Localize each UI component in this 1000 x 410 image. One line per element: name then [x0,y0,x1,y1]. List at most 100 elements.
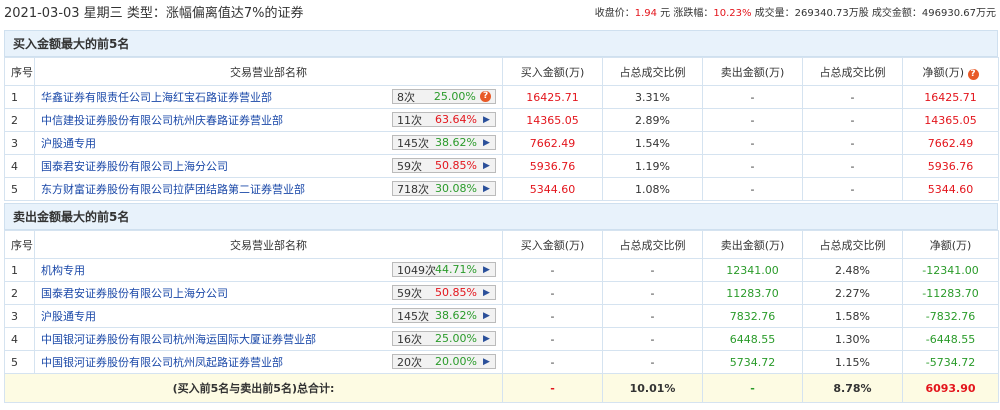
sell-pct: 2.48% [802,258,903,282]
arrow-right-icon[interactable]: ▶ [483,287,490,298]
column-header: 占总成交比例 [602,230,703,259]
amount: 成交金额：496930.67万元 [871,7,996,19]
broker-stats-badge[interactable]: 16次 25.00% ▶ [392,331,496,346]
column-header: 净额(万) ? [902,57,999,86]
help-icon[interactable]: ? [967,68,979,80]
broker-link[interactable]: 东方财富证券股份有限公司拉萨团结路第二证券营业部 [41,183,305,196]
buy-pct: - [602,327,703,351]
sell-pct: - [802,154,903,178]
table-row: 5 中国银河证券股份有限公司杭州凤起路证券营业部 20次 20.00% ▶ - -5734.… [4,350,999,374]
buy-table: 序号 交易营业部名称 买入金额(万) 占总成交比例 卖出金额(万) 占总成交比例 净额(万)… [4,57,999,201]
broker-stats-badge[interactable]: 718次 30.08% ▶ [392,181,496,196]
broker-cell: 沪股通专用 145次 38.62% ▶ [34,304,503,328]
rise-rate: 63.64% [435,113,477,126]
broker-link[interactable]: 国泰君安证券股份有限公司上海分公司 [41,287,228,300]
broker-cell: 中信建投证券股份有限公司杭州庆春路证券营业部 11次 63.64% ▶ [34,108,503,132]
arrow-right-icon[interactable]: ▶ [483,264,490,275]
arrow-right-icon[interactable]: ▶ [483,183,490,194]
broker-stats-badge[interactable]: 145次 38.62% ▶ [392,308,496,323]
sell-pct: - [802,85,903,109]
table-row: 1 机构专用 1049次 44.71% ▶ - -12341.00 2.48% -12341.0… [4,258,999,282]
column-header: 序号 [4,230,35,259]
total-sell-pct: 8.78% [802,373,903,403]
broker-cell: 国泰君安证券股份有限公司上海分公司 59次 50.85% ▶ [34,154,503,178]
column-header: 占总成交比例 [802,230,903,259]
net-amount: -6448.55 [902,327,999,351]
table-row: 5 东方财富证券股份有限公司拉萨团结路第二证券营业部 718次 30.08% ▶ 5344… [4,177,999,201]
arrow-right-icon[interactable]: ▶ [483,137,490,148]
broker-link[interactable]: 机构专用 [41,264,85,277]
arrow-right-icon[interactable]: ▶ [483,310,490,321]
times: 145次 [397,309,429,323]
broker-cell: 国泰君安证券股份有限公司上海分公司 59次 50.85% ▶ [34,281,503,305]
arrow-right-icon[interactable]: ▶ [483,333,490,344]
sell-pct: 1.58% [802,304,903,328]
buy-pct: 2.89% [602,108,703,132]
net-amount: 5936.76 [902,154,999,178]
buy-amount: 5344.60 [502,177,603,201]
row-index: 1 [4,258,35,282]
column-header: 卖出金额(万) [702,230,803,259]
broker-cell: 华鑫证券有限责任公司上海红宝石路证券营业部 8次 25.00%? [34,85,503,109]
sell-pct: 1.30% [802,327,903,351]
buy-amount: - [502,327,603,351]
broker-stats-badge[interactable]: 145次 38.62% ▶ [392,135,496,150]
sell-amount: - [702,177,803,201]
times: 1049次 [397,263,436,277]
row-index: 5 [4,350,35,374]
broker-link[interactable]: 中信建投证券股份有限公司杭州庆春路证券营业部 [41,114,283,127]
column-header: 占总成交比例 [602,57,703,86]
buy-amount: - [502,350,603,374]
close-label: 收盘价： [594,7,635,19]
sell-amount: 5734.72 [702,350,803,374]
broker-stats-badge[interactable]: 59次 50.85% ▶ [392,158,496,173]
sell-amount: - [702,154,803,178]
buy-section-title: 买入金额最大的前5名 [4,30,998,57]
page-title: 2021-03-03 星期三 类型：涨幅偏离值达7%的证券 [4,5,304,21]
buy-amount: - [502,281,603,305]
buy-amount: 14365.05 [502,108,603,132]
broker-cell: 沪股通专用 145次 38.62% ▶ [34,131,503,155]
times: 59次 [397,286,422,300]
sell-section-title: 卖出金额最大的前5名 [4,203,998,230]
table-row: 1 华鑫证券有限责任公司上海红宝石路证券营业部 8次 25.00%? 16425.71 3… [4,85,999,109]
broker-link[interactable]: 中国银河证券股份有限公司杭州海运国际大厦证券营业部 [41,333,316,346]
row-index: 3 [4,304,35,328]
sell-pct: 2.27% [802,281,903,305]
header-bar: 2021-03-03 星期三 类型：涨幅偏离值达7%的证券 收盘价：1.94 元… [0,0,1000,22]
sell-amount: - [702,131,803,155]
net-amount: -5734.72 [902,350,999,374]
arrow-right-icon[interactable]: ▶ [483,356,490,367]
broker-stats-badge[interactable]: 11次 63.64% ▶ [392,112,496,127]
buy-amount: - [502,304,603,328]
arrow-right-icon[interactable]: ▶ [483,160,490,171]
question-icon[interactable]: ? [480,91,491,102]
broker-link[interactable]: 沪股通专用 [41,137,96,150]
column-header: 交易营业部名称 [34,230,503,259]
column-header: 买入金额(万) [502,230,603,259]
column-header: 交易营业部名称 [34,57,503,86]
rise-rate: 38.62% [435,136,477,149]
broker-link[interactable]: 国泰君安证券股份有限公司上海分公司 [41,160,228,173]
times: 145次 [397,136,429,150]
broker-link[interactable]: 沪股通专用 [41,310,96,323]
table-row: 4 国泰君安证券股份有限公司上海分公司 59次 50.85% ▶ 5936.76 1.19%… [4,154,999,178]
buy-pct: 1.08% [602,177,703,201]
change-label: 涨跌幅： [673,7,714,19]
broker-link[interactable]: 华鑫证券有限责任公司上海红宝石路证券营业部 [41,91,272,104]
change-pct: 10.23% [713,7,752,19]
buy-amount: 7662.49 [502,131,603,155]
broker-stats-badge[interactable]: 20次 20.00% ▶ [392,354,496,369]
broker-stats-badge[interactable]: 59次 50.85% ▶ [392,285,496,300]
broker-stats-badge[interactable]: 8次 25.00%? [392,89,496,104]
table-row: 4 中国银河证券股份有限公司杭州海运国际大厦证券营业部 16次 25.00% ▶ - -64… [4,327,999,351]
broker-cell: 中国银河证券股份有限公司杭州凤起路证券营业部 20次 20.00% ▶ [34,350,503,374]
buy-amount: 16425.71 [502,85,603,109]
table-row: 2 国泰君安证券股份有限公司上海分公司 59次 50.85% ▶ - -11283.70 2.… [4,281,999,305]
broker-stats-badge[interactable]: 1049次 44.71% ▶ [392,262,496,277]
broker-link[interactable]: 中国银河证券股份有限公司杭州凤起路证券营业部 [41,356,283,369]
buy-pct: 1.19% [602,154,703,178]
buy-pct: - [602,304,703,328]
arrow-right-icon[interactable]: ▶ [483,114,490,125]
quote-summary: 收盘价：1.94 元 涨跌幅：10.23% 成交量：269340.73万股 成交… [595,4,996,19]
